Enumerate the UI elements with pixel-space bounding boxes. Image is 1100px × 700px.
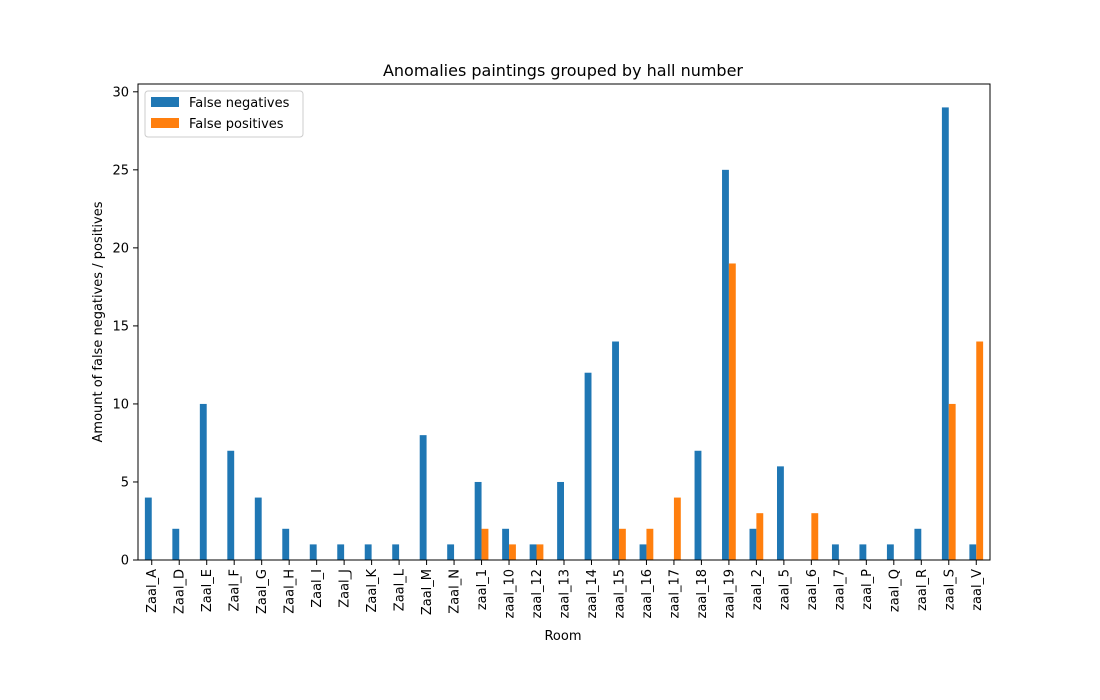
bar-false-positives-zaal_1 — [481, 528, 489, 560]
x-tick-label: zaal_19 — [722, 569, 737, 618]
bar-false-negatives-zaal_m — [419, 435, 427, 560]
bars-layer — [144, 107, 984, 560]
bar-false-negatives-zaal_1 — [474, 481, 482, 560]
x-tick-label: zaal_Q — [887, 569, 902, 612]
x-tick-label: Zaal_L — [393, 568, 408, 611]
bar-false-negatives-zaal_i — [309, 544, 317, 560]
x-tick-label: Zaal_I — [310, 569, 325, 608]
bar-false-negatives-zaal_a — [144, 497, 152, 560]
x-tick-label: zaal_P — [860, 569, 875, 610]
bar-false-negatives-zaal_e — [199, 403, 207, 560]
bar-false-negatives-zaal_12 — [529, 544, 537, 560]
bar-false-negatives-zaal_s — [941, 107, 949, 560]
x-tick-label: Zaal_J — [338, 569, 353, 608]
bar-false-negatives-zaal_2 — [749, 528, 757, 560]
x-tick-label: zaal_R — [915, 569, 930, 611]
y-tick-label: 15 — [112, 319, 129, 334]
chart-title: Anomalies paintings grouped by hall numb… — [383, 61, 743, 80]
y-tick-label: 30 — [112, 85, 129, 100]
legend-label: False negatives — [189, 96, 290, 111]
bar-false-negatives-zaal_18 — [694, 450, 702, 560]
x-tick-label: zaal_16 — [640, 569, 655, 618]
x-axis-label: Room — [544, 629, 581, 644]
x-axis: Zaal_A Zaal_D Zaal_E Zaal_F Zaal_G Zaal_H Zaal… — [145, 560, 985, 618]
y-tick-label: 5 — [121, 475, 129, 490]
x-tick-label: Zaal_D — [173, 569, 188, 614]
x-tick-label: zaal_1 — [475, 569, 490, 610]
y-tick-label: 10 — [112, 397, 129, 412]
bar-false-positives-zaal_17 — [673, 497, 681, 560]
bar-false-positives-zaal_16 — [646, 528, 654, 560]
bar-false-negatives-zaal_5 — [777, 466, 784, 560]
legend-label: False positives — [189, 117, 284, 132]
x-tick-label: zaal_18 — [695, 569, 710, 618]
bar-false-negatives-zaal_d — [172, 528, 180, 560]
x-tick-label: zaal_6 — [805, 569, 820, 610]
x-tick-label: zaal_13 — [558, 569, 573, 618]
y-axis-label: Amount of false negatives / positives — [91, 201, 106, 442]
bar-false-negatives-zaal_p — [859, 544, 867, 560]
y-axis: 0 5 10 15 20 25 30 — [112, 85, 138, 569]
x-tick-label: Zaal_H — [283, 569, 298, 614]
legend-swatch — [151, 118, 179, 128]
bar-false-positives-zaal_12 — [536, 544, 544, 560]
x-tick-label: zaal_12 — [530, 569, 545, 618]
x-tick-label: zaal_7 — [832, 569, 847, 610]
y-tick-label: 25 — [112, 163, 129, 178]
x-tick-label: zaal_V — [970, 569, 985, 611]
bar-false-negatives-zaal_7 — [831, 544, 839, 560]
bar-false-negatives-zaal_k — [364, 544, 372, 560]
bar-false-negatives-zaal_h — [282, 528, 290, 560]
y-tick-label: 20 — [112, 241, 129, 256]
bar-false-negatives-zaal_v — [969, 544, 977, 560]
bar-false-negatives-zaal_19 — [722, 169, 729, 560]
x-tick-label: zaal_S — [942, 569, 957, 610]
bar-false-negatives-zaal_g — [254, 497, 262, 560]
x-tick-label: Zaal_M — [420, 569, 435, 615]
x-tick-label: Zaal_F — [228, 569, 243, 611]
x-tick-label: zaal_17 — [667, 569, 682, 618]
x-tick-label: Zaal_E — [200, 569, 215, 612]
x-tick-label: zaal_10 — [503, 569, 518, 618]
legend-swatch — [151, 97, 179, 107]
x-tick-label: zaal_14 — [585, 569, 600, 618]
x-tick-label: zaal_5 — [777, 569, 792, 610]
x-tick-label: Zaal_G — [255, 569, 270, 614]
bar-false-negatives-zaal_16 — [639, 544, 647, 560]
bar-false-positives-zaal_v — [976, 341, 984, 560]
bar-false-negatives-zaal_f — [227, 450, 235, 560]
bar-false-negatives-zaal_q — [886, 544, 894, 560]
bar-false-negatives-zaal_n — [447, 544, 455, 560]
bar-false-negatives-zaal_j — [337, 544, 345, 560]
y-tick-label: 0 — [121, 554, 129, 569]
bar-false-positives-zaal_6 — [811, 513, 819, 560]
bar-false-negatives-zaal_10 — [502, 528, 510, 560]
bar-false-positives-zaal_10 — [509, 544, 516, 560]
x-tick-label: Zaal_A — [145, 569, 160, 613]
bar-false-negatives-zaal_13 — [557, 481, 564, 560]
legend-box — [144, 90, 304, 138]
x-tick-label: Zaal_K — [365, 569, 380, 613]
x-tick-label: Zaal_N — [448, 569, 463, 614]
legend: False negatives False positives — [144, 90, 304, 138]
plot-frame — [137, 83, 991, 561]
bar-false-negatives-zaal_14 — [584, 372, 592, 560]
bar-false-negatives-zaal_r — [914, 528, 922, 560]
bar-false-positives-zaal_19 — [728, 263, 736, 560]
bar-false-negatives-zaal_l — [392, 544, 400, 560]
bar-false-positives-zaal_2 — [756, 513, 764, 560]
bar-false-negatives-zaal_15 — [612, 341, 619, 560]
bar-false-positives-zaal_s — [948, 403, 956, 560]
x-tick-label: zaal_2 — [750, 569, 765, 610]
x-tick-label: zaal_15 — [612, 569, 627, 618]
bar-false-positives-zaal_15 — [618, 528, 626, 560]
